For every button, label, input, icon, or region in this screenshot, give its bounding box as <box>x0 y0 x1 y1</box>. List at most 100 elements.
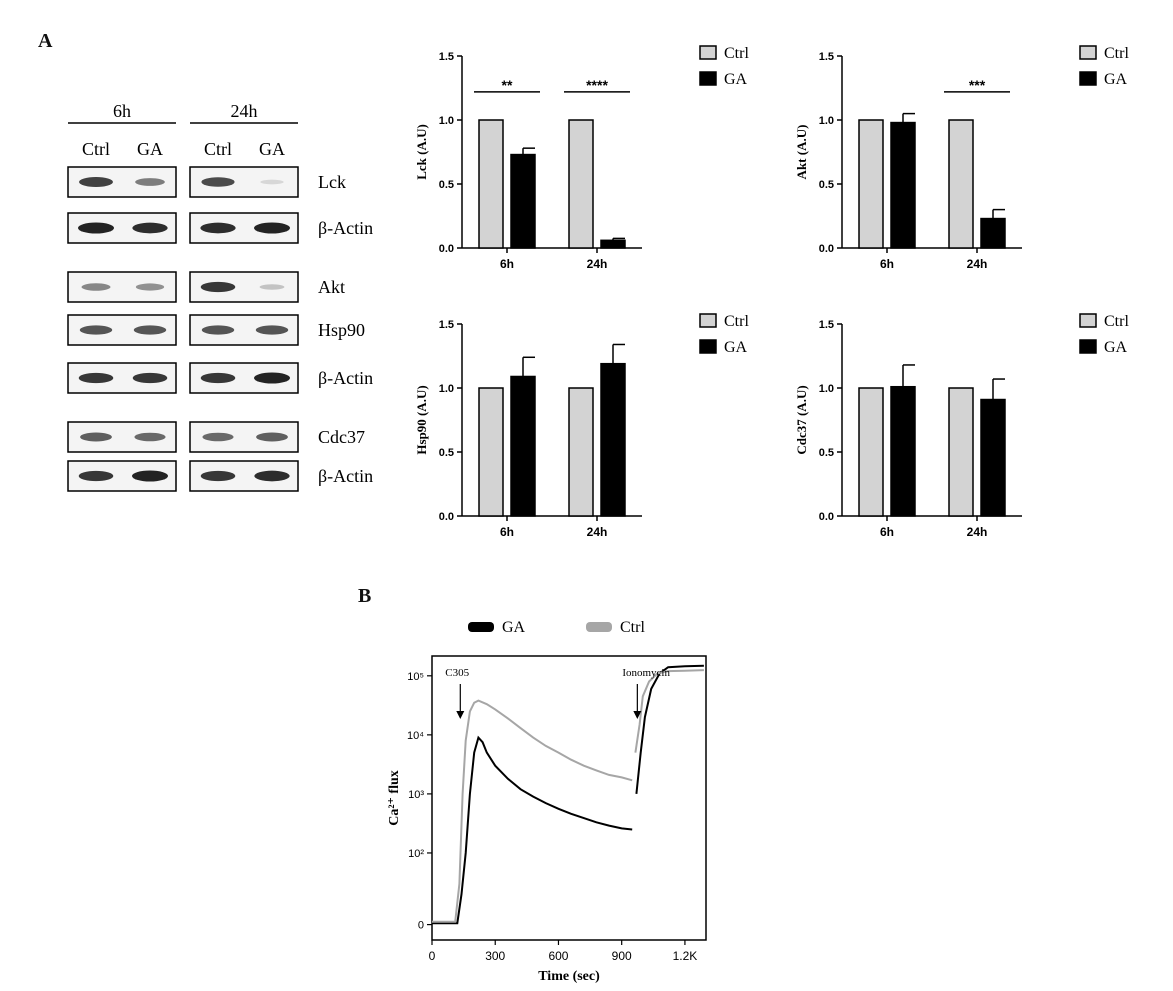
blot-band <box>200 281 236 293</box>
legend-swatch <box>1079 339 1097 354</box>
panel-letter-b: B <box>358 585 372 607</box>
blot-band <box>78 372 114 384</box>
blot-row-label: Akt <box>318 277 345 297</box>
blot-band <box>78 470 114 482</box>
blot-lane-label: Ctrl <box>82 139 110 159</box>
bar-ctrl <box>858 119 884 249</box>
blot-band <box>132 372 168 384</box>
bar-ctrl <box>858 387 884 517</box>
blot-band <box>79 177 113 187</box>
annotation-arrowhead <box>456 711 465 719</box>
significance-label: *** <box>969 77 986 93</box>
blot-timepoint-label: 24h <box>231 101 258 121</box>
blot-band <box>133 325 167 335</box>
lck-bar-chart: 0.0 0.5 1.0 1.5 Lck (A.U) 6h 24h ** **** Ctrl GA <box>410 40 780 280</box>
legend-swatch <box>699 313 717 328</box>
legend-swatch <box>699 71 717 86</box>
blot-band <box>134 432 166 442</box>
blot-lane-label: Ctrl <box>204 139 232 159</box>
x-tick-label: 300 <box>485 949 505 963</box>
legend-label: Ctrl <box>724 45 749 62</box>
blot-band <box>259 284 285 290</box>
blot-row-label: β-Actin <box>318 218 373 238</box>
y-tick-label: 0.5 <box>439 179 454 191</box>
legend-label: GA <box>1104 71 1128 88</box>
y-tick-label: 0.0 <box>439 243 454 255</box>
blot-timepoint-label: 6h <box>113 101 131 121</box>
flux-line-ctrl <box>432 699 633 923</box>
bar-ctrl <box>948 387 974 517</box>
x-tick-label: 6h <box>880 257 894 271</box>
x-tick-label: 6h <box>880 525 894 539</box>
x-tick-label: 1.2K <box>673 949 698 963</box>
y-tick-label: 1.5 <box>819 51 834 63</box>
blot-band <box>200 372 236 384</box>
flux-line-ga <box>635 664 704 795</box>
bar-ga <box>600 239 626 249</box>
legend-label: GA <box>724 339 748 356</box>
y-axis-title: Ca²⁺ flux <box>387 770 402 826</box>
x-tick-label: 600 <box>548 949 568 963</box>
blot-band <box>78 222 114 234</box>
y-axis-title: Cdc37 (A.U) <box>794 385 809 454</box>
y-axis-title: Akt (A.U) <box>794 125 809 180</box>
blot-band <box>79 325 113 335</box>
y-tick-label: 1.0 <box>439 383 454 395</box>
x-tick-label: 24h <box>587 525 608 539</box>
x-tick-label: 24h <box>587 257 608 271</box>
annotation-label: C305 <box>445 667 469 679</box>
blot-band <box>135 178 165 186</box>
y-tick-label: 1.5 <box>819 319 834 331</box>
blot-band <box>255 325 289 335</box>
legend-label: Ctrl <box>724 313 749 330</box>
legend-swatch <box>699 339 717 354</box>
annotation-arrowhead <box>633 711 642 719</box>
y-tick-label: 1.5 <box>439 51 454 63</box>
bar-ga <box>890 385 916 517</box>
blot-band <box>256 432 288 442</box>
y-tick-label: 0.5 <box>439 447 454 459</box>
x-tick-label: 24h <box>967 257 988 271</box>
legend-swatch <box>699 45 717 60</box>
blot-band <box>260 179 284 185</box>
akt-bar-chart: 0.0 0.5 1.0 1.5 Akt (A.U) 6h 24h *** Ctrl GA <box>790 40 1160 280</box>
western-blot-svg: 6h 24h Ctrl GA Ctrl GA Lck β-Actin Akt Hsp90 β-Act… <box>67 101 373 492</box>
blot-band <box>132 470 168 482</box>
blot-row-label: Hsp90 <box>318 320 365 340</box>
legend-swatch <box>1079 71 1097 86</box>
cdc37-bar-chart: 0.0 0.5 1.0 1.5 Cdc37 (A.U) 6h 24h Ctrl GA <box>790 308 1160 548</box>
bar-ctrl <box>568 119 594 249</box>
legend-label: Ctrl <box>1104 45 1129 62</box>
legend-label: GA <box>1104 339 1128 356</box>
bar-ga <box>510 153 536 249</box>
legend-swatch <box>1079 45 1097 60</box>
x-tick-label: 900 <box>612 949 632 963</box>
legend-label: GA <box>502 619 526 636</box>
blot-row-label: β-Actin <box>318 368 373 388</box>
bar-ga <box>890 121 916 249</box>
y-tick-label: 1.0 <box>819 383 834 395</box>
bar-ga <box>600 362 626 517</box>
x-tick-label: 24h <box>967 525 988 539</box>
y-tick-label: 0.0 <box>819 511 834 523</box>
y-tick-label: 10² <box>408 848 424 860</box>
y-tick-label: 1.5 <box>439 319 454 331</box>
western-blot-panel: 6h 24h Ctrl GA Ctrl GA Lck β-Actin Akt Hsp90 β-Act… <box>60 95 400 495</box>
blot-band <box>254 372 290 384</box>
blot-band <box>81 283 111 291</box>
hsp90-bar-chart: 0.0 0.5 1.0 1.5 Hsp90 (A.U) 6h 24h Ctrl GA <box>410 308 780 548</box>
blot-band <box>200 470 236 482</box>
y-tick-label: 0.0 <box>819 243 834 255</box>
bar-ctrl <box>948 119 974 249</box>
blot-row-label: Lck <box>318 172 346 192</box>
annotation-label: Ionomycin <box>622 667 670 679</box>
legend-swatch <box>468 622 494 632</box>
y-tick-label: 0.0 <box>439 511 454 523</box>
y-tick-label: 0 <box>418 920 424 932</box>
significance-label: ** <box>502 77 513 93</box>
bar-ga <box>980 398 1006 517</box>
bar-ga <box>510 375 536 517</box>
blot-row-label: β-Actin <box>318 466 373 486</box>
legend-swatch <box>586 622 612 632</box>
bar-ctrl <box>478 119 504 249</box>
